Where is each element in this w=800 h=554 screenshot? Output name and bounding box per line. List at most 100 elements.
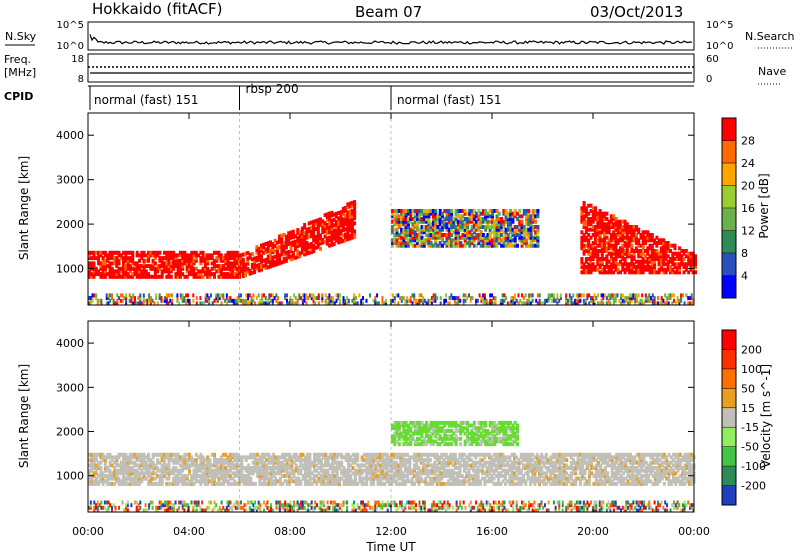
echo-cell (603, 238, 607, 243)
echo-cell (419, 476, 423, 481)
echo-cell (637, 265, 641, 269)
echo-cell (90, 468, 94, 473)
echo-cell (199, 476, 203, 481)
echo-cell (126, 264, 130, 269)
nsearch-label: N.Search (745, 30, 795, 43)
echo-cell (646, 257, 650, 261)
echo-cell (312, 249, 316, 254)
echo-cell (598, 243, 602, 248)
echo-cell (174, 455, 178, 460)
echo-cell (422, 230, 426, 235)
echo-cell (497, 479, 500, 484)
echo-cell (308, 476, 312, 481)
echo-cell (568, 296, 571, 301)
echo-cell (172, 264, 176, 269)
echo-cell (399, 455, 403, 460)
echo-cell (413, 211, 417, 216)
echo-cell (165, 466, 169, 470)
echo-cell (142, 269, 146, 274)
echo-cell (632, 251, 636, 256)
echo-cell (309, 247, 313, 252)
echo-cell (334, 211, 338, 216)
echo-cell (172, 466, 176, 470)
echo-cell (591, 225, 595, 229)
echo-cell (119, 253, 123, 258)
echo-cell (257, 301, 260, 306)
echo-cell (291, 298, 294, 303)
echo-cell (477, 209, 481, 213)
echo-cell (493, 219, 497, 224)
echo-cell (285, 479, 289, 484)
echo-cell (238, 272, 241, 277)
echo-cell (220, 301, 223, 306)
echo-cell (619, 235, 622, 240)
echo-cell (172, 256, 176, 261)
echo-cell (116, 298, 119, 303)
echo-cell (584, 214, 588, 219)
echo-cell (222, 458, 226, 463)
echo-cell (190, 250, 194, 255)
echo-cell (528, 455, 532, 460)
echo-cell (463, 463, 466, 468)
echo-cell (551, 479, 555, 484)
echo-cell (103, 466, 107, 470)
echo-cell (313, 460, 316, 465)
echo-cell (206, 274, 210, 279)
echo-cell (493, 235, 497, 240)
echo-cell (238, 468, 241, 473)
echo-cell (192, 293, 195, 298)
echo-cell (135, 458, 139, 463)
echo-cell (627, 301, 630, 306)
echo-cell (122, 258, 126, 263)
echo-cell (429, 211, 433, 216)
echo-cell (577, 296, 580, 301)
echo-cell (431, 235, 435, 240)
echo-cell (325, 215, 329, 219)
echo-cell (250, 298, 253, 303)
echo-cell (463, 476, 466, 481)
echo-cell (517, 293, 520, 298)
echo-cell (584, 235, 588, 240)
echo-cell (596, 243, 600, 248)
echo-cell (551, 468, 555, 473)
echo-cell (385, 460, 389, 465)
echo-cell (580, 230, 584, 235)
echo-cell (294, 463, 298, 468)
echo-cell (183, 261, 187, 266)
echo-cell (634, 225, 638, 229)
echo-cell (142, 272, 146, 277)
echo-cell (201, 466, 205, 470)
echo-cell (97, 269, 101, 274)
echo-cell (402, 219, 406, 224)
echo-cell (409, 217, 413, 221)
echo-cell (563, 468, 566, 473)
echo-cell (199, 261, 203, 266)
echo-cell (584, 227, 588, 232)
echo-cell (481, 235, 485, 240)
echo-cell (275, 248, 279, 253)
echo-cell (407, 298, 410, 303)
echo-cell (349, 479, 353, 484)
echo-cell (92, 256, 96, 261)
echo-cell (404, 298, 407, 303)
echo-cell (650, 257, 654, 261)
echo-cell (578, 468, 582, 473)
echo-cell (469, 466, 473, 470)
echo-cell (140, 274, 144, 279)
echo-cell (281, 455, 285, 460)
echo-cell (194, 258, 198, 263)
echo-cell (450, 222, 454, 227)
echo-cell (226, 455, 230, 460)
echo-cell (119, 452, 123, 457)
echo-cell (344, 238, 347, 242)
echo-cell (142, 250, 146, 255)
echo-cell (455, 301, 458, 306)
echo-cell (272, 474, 276, 478)
echo-cell (467, 479, 471, 484)
echo-cell (418, 301, 421, 306)
echo-cell (342, 298, 345, 303)
echo-cell (694, 270, 697, 275)
echo-cell (153, 256, 157, 261)
echo-cell (607, 293, 610, 298)
echo-cell (578, 466, 582, 470)
